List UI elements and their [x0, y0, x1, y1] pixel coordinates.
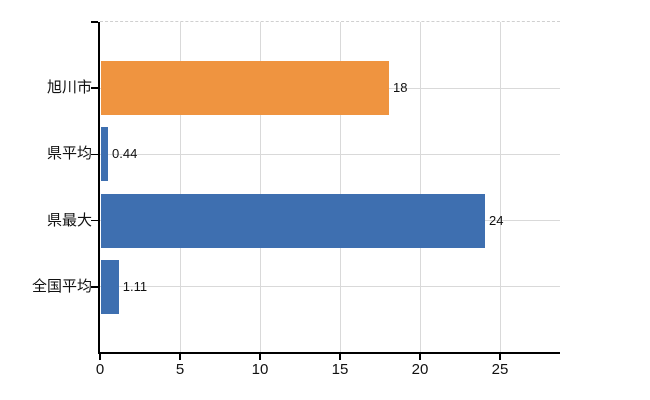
x-tick	[99, 354, 101, 360]
x-tick-label: 5	[175, 361, 185, 378]
bar-value-label: 24	[489, 212, 504, 228]
x-tick	[259, 354, 261, 360]
category-label: 全国平均	[31, 277, 92, 295]
horizontal-gridline	[100, 153, 560, 155]
x-tick	[499, 354, 501, 360]
bar	[101, 259, 119, 314]
vertical-gridline	[259, 22, 261, 353]
x-axis-line	[98, 352, 560, 354]
x-tick	[179, 354, 181, 360]
bar	[101, 127, 109, 182]
x-tick-label: 20	[411, 361, 429, 378]
x-tick-label: 25	[491, 361, 509, 378]
bar-value-label: 1.11	[122, 278, 148, 294]
category-label: 県平均	[46, 145, 92, 163]
bar	[101, 61, 389, 116]
y-tick	[91, 153, 98, 156]
x-tick	[339, 354, 341, 360]
x-tick-label: 0	[95, 361, 105, 378]
y-tick	[91, 21, 98, 23]
vertical-gridline	[499, 22, 501, 353]
x-tick-label: 10	[251, 361, 269, 378]
plot-top-border	[100, 21, 560, 22]
x-tick	[419, 354, 421, 360]
vertical-gridline	[179, 22, 181, 353]
vertical-gridline	[339, 22, 341, 353]
category-label: 県最大	[46, 211, 92, 229]
bar	[101, 193, 485, 248]
bar-value-label: 0.44	[112, 146, 138, 162]
y-tick	[91, 219, 98, 222]
vertical-gridline	[419, 22, 421, 353]
horizontal-gridline	[100, 286, 560, 288]
x-tick-label: 15	[331, 361, 349, 378]
y-axis-line	[98, 22, 100, 354]
y-tick	[91, 87, 98, 89]
bar-value-label: 18	[393, 80, 408, 96]
y-tick	[91, 286, 98, 288]
category-label: 旭川市	[46, 79, 92, 97]
